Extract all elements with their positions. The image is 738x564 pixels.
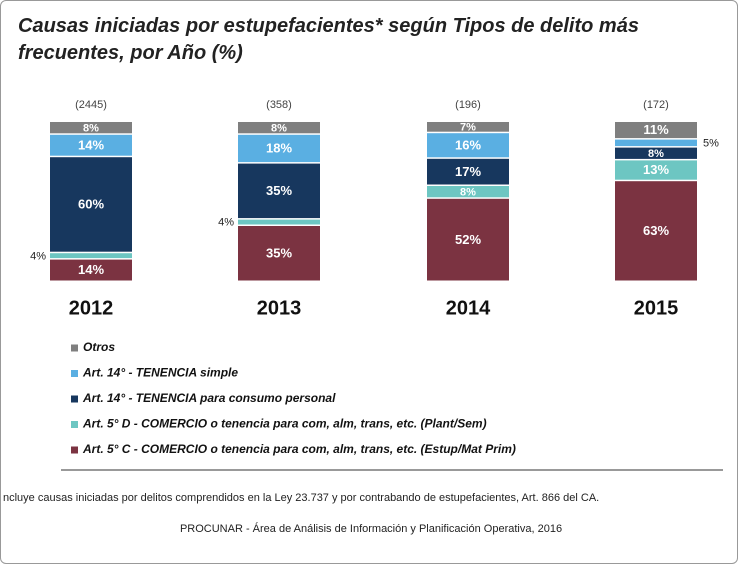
total-label: (358) bbox=[266, 99, 292, 111]
bar-segment bbox=[615, 160, 697, 180]
legend-label: Art. 5° C - COMERCIO o tenencia para com… bbox=[82, 442, 516, 456]
bar-segment bbox=[238, 122, 320, 134]
bar-segment bbox=[427, 186, 509, 198]
bar-segment bbox=[615, 147, 697, 159]
value-label: 35% bbox=[266, 183, 292, 198]
value-label: 7% bbox=[460, 122, 476, 134]
source: PROCUNAR - Área de Análisis de Informaci… bbox=[180, 522, 562, 535]
bar-segment bbox=[50, 157, 132, 252]
bar-segment bbox=[238, 226, 320, 281]
legend-label: Art. 14° - TENENCIA para consumo persona… bbox=[82, 391, 336, 405]
year-label: 2012 bbox=[69, 297, 114, 319]
bar-segment bbox=[238, 134, 320, 163]
value-label: 35% bbox=[266, 245, 292, 260]
legend-swatch bbox=[71, 421, 78, 428]
legend-swatch bbox=[71, 370, 78, 377]
bar-segment bbox=[238, 163, 320, 219]
value-label: 11% bbox=[643, 122, 669, 137]
value-label: 8% bbox=[460, 186, 476, 198]
total-label: (2445) bbox=[75, 99, 107, 111]
value-label: 4% bbox=[218, 217, 234, 229]
legend-label: Art. 14° - TENENCIA simple bbox=[82, 366, 238, 380]
value-label: 14% bbox=[78, 262, 104, 277]
value-label: 8% bbox=[271, 122, 287, 134]
bar-segment bbox=[615, 139, 697, 147]
year-label: 2015 bbox=[634, 297, 679, 319]
legend-label: Art. 5° D - COMERCIO o tenencia para com… bbox=[82, 417, 487, 431]
value-label: 16% bbox=[455, 137, 481, 152]
value-label: 13% bbox=[643, 162, 669, 177]
year-label: 2013 bbox=[257, 297, 302, 319]
chart-title: Causas iniciadas por estupefacientes* se… bbox=[18, 15, 639, 64]
bar-segment bbox=[50, 122, 132, 134]
bar-segment bbox=[427, 133, 509, 158]
bar-segment bbox=[427, 158, 509, 185]
legend-label: Otros bbox=[83, 340, 115, 354]
bar-segment bbox=[50, 259, 132, 281]
legend-swatch bbox=[71, 395, 78, 403]
value-label: 17% bbox=[455, 164, 481, 179]
bar-segment bbox=[50, 253, 132, 259]
value-label: 4% bbox=[30, 250, 46, 262]
total-label: (172) bbox=[643, 99, 669, 111]
bar-segment bbox=[238, 219, 320, 225]
year-label: 2014 bbox=[446, 297, 491, 319]
value-label: 5% bbox=[703, 138, 719, 150]
value-label: 60% bbox=[78, 197, 104, 212]
bar-segment bbox=[615, 122, 697, 139]
bar-segment bbox=[427, 122, 509, 132]
value-label: 8% bbox=[648, 148, 664, 160]
value-label: 8% bbox=[83, 122, 99, 134]
value-label: 18% bbox=[266, 141, 292, 156]
value-label: 63% bbox=[643, 223, 669, 238]
value-label: 52% bbox=[455, 232, 481, 247]
legend-swatch bbox=[71, 446, 78, 454]
total-label: (196) bbox=[455, 99, 481, 111]
footnote: ncluye causas iniciadas por delitos comp… bbox=[3, 492, 599, 504]
value-label: 14% bbox=[78, 137, 104, 152]
bar-segment bbox=[50, 134, 132, 156]
bar-segment bbox=[615, 181, 697, 281]
legend-swatch bbox=[71, 344, 78, 352]
bar-segment bbox=[427, 198, 509, 281]
